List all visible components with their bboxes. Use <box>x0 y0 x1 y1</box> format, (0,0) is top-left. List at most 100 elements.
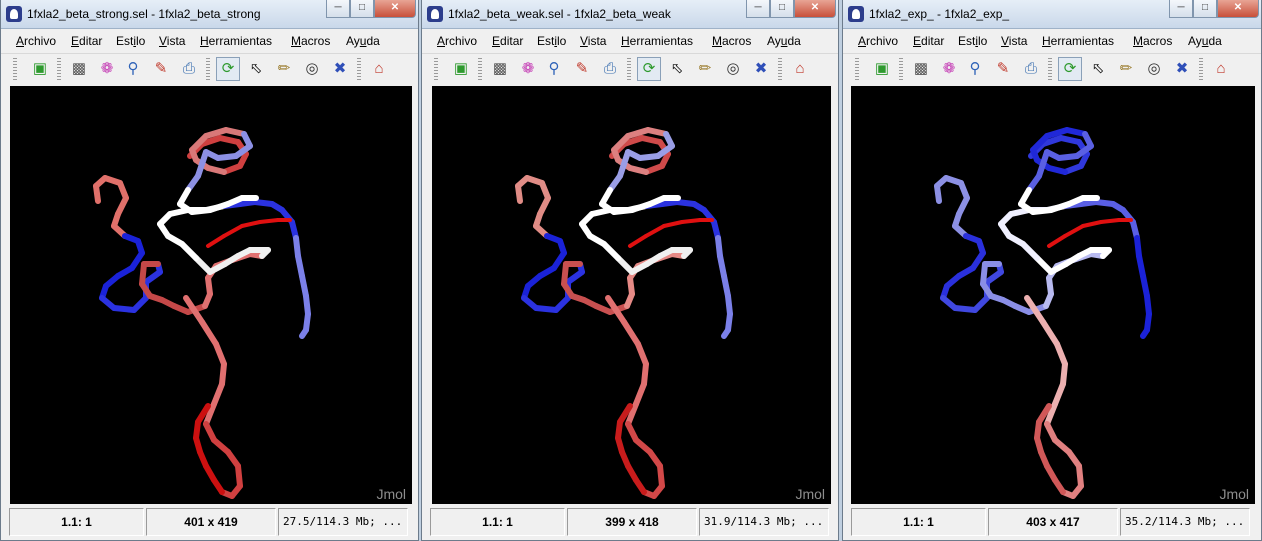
title-bar[interactable]: 1fxla2_exp_ - 1fxla2_exp_ ─ □ ✕ <box>843 0 1261 29</box>
menu-vista[interactable]: Vista <box>1001 34 1027 48</box>
pin-icon[interactable]: ⚲ <box>969 60 981 77</box>
backbone-segment <box>721 327 731 339</box>
close-button[interactable]: ✕ <box>374 0 416 18</box>
minimize-button[interactable]: ─ <box>1169 0 1193 18</box>
zoom-icon[interactable]: ◎ <box>726 60 740 77</box>
jmol-app-icon <box>848 6 864 22</box>
minimize-button[interactable]: ─ <box>746 0 770 18</box>
select-icon[interactable]: ⬁ <box>249 60 263 77</box>
backbone-segment <box>199 319 219 347</box>
menu-archivo[interactable]: Archivo <box>16 34 56 48</box>
close-button[interactable]: ✕ <box>794 0 836 18</box>
home-icon[interactable]: ⌂ <box>374 60 384 77</box>
menu-vista[interactable]: Vista <box>580 34 606 48</box>
edit-icon[interactable]: ✎ <box>575 60 589 77</box>
menu-estilo[interactable]: Estilo <box>116 34 145 48</box>
backbone-segment <box>617 403 633 425</box>
maximize-button[interactable]: □ <box>1193 0 1217 18</box>
menu-herramientas-mnemonic: H <box>1042 34 1051 48</box>
menu-archivo[interactable]: Archivo <box>437 34 477 48</box>
title-bar[interactable]: 1fxla2_beta_weak.sel - 1fxla2_beta_weak … <box>422 0 838 29</box>
menu-herramientas[interactable]: Herramientas <box>200 34 272 48</box>
menu-ayuda-post: da <box>366 34 380 48</box>
maximize-button[interactable]: □ <box>350 0 374 18</box>
menu-archivo[interactable]: Archivo <box>858 34 898 48</box>
open-icon[interactable]: ▣ <box>32 60 48 77</box>
menu-editar[interactable]: Editar <box>913 34 944 48</box>
backbone-segment <box>1030 133 1050 153</box>
close-button[interactable]: ✕ <box>1217 0 1259 18</box>
backbone-segment <box>1064 127 1088 137</box>
backbone-segment <box>715 235 723 259</box>
ruler-icon[interactable]: ✏ <box>698 60 712 77</box>
menu-macros[interactable]: Macros <box>291 34 330 48</box>
pin-icon[interactable]: ⚲ <box>548 60 560 77</box>
molecule-canvas[interactable]: Jmol <box>10 86 412 504</box>
print-icon[interactable]: ⎙ <box>182 60 195 77</box>
menu-herramientas-mnemonic: H <box>621 34 630 48</box>
print-icon[interactable]: ⎙ <box>1024 60 1037 77</box>
menu-bar: Archivo Editar Estilo Vista Herramientas… <box>843 30 1261 52</box>
edit-icon[interactable]: ✎ <box>154 60 168 77</box>
menu-editar-mnemonic: E <box>492 34 501 48</box>
measure-icon[interactable]: ✖ <box>1175 60 1189 77</box>
measure-icon[interactable]: ✖ <box>754 60 768 77</box>
edit-icon[interactable]: ✎ <box>996 60 1010 77</box>
color-wheel-icon[interactable]: ❁ <box>521 60 535 77</box>
select-icon[interactable]: ⬁ <box>1091 60 1105 77</box>
home-icon[interactable]: ⌂ <box>795 60 805 77</box>
camera-icon[interactable]: ▩ <box>913 60 929 77</box>
backbone-segment <box>1099 218 1121 224</box>
open-icon[interactable]: ▣ <box>874 60 890 77</box>
menu-ayuda-mnemonic: u <box>1201 34 1209 48</box>
menu-vista[interactable]: Vista <box>159 34 185 48</box>
backbone-segment <box>644 224 666 238</box>
measure-icon[interactable]: ✖ <box>333 60 347 77</box>
menu-editar[interactable]: Editar <box>71 34 102 48</box>
menu-vista-mnemonic: V <box>159 34 167 48</box>
minimize-button[interactable]: ─ <box>326 0 350 18</box>
zoom-icon[interactable]: ◎ <box>305 60 319 77</box>
menu-herramientas[interactable]: Herramientas <box>1042 34 1114 48</box>
menu-estilo-pre: Est <box>958 34 976 48</box>
select-icon[interactable]: ⬁ <box>670 60 684 77</box>
color-wheel-icon[interactable]: ❁ <box>942 60 956 77</box>
zoom-icon[interactable]: ◎ <box>1147 60 1161 77</box>
molecule-canvas[interactable]: Jmol <box>432 86 831 504</box>
menu-macros[interactable]: Macros <box>712 34 751 48</box>
molecule-canvas[interactable]: Jmol <box>851 86 1255 504</box>
ruler-icon[interactable]: ✏ <box>277 60 291 77</box>
backbone-segment <box>633 437 653 455</box>
menu-herramientas[interactable]: Herramientas <box>621 34 693 48</box>
menu-ayuda[interactable]: Ayuda <box>767 34 801 48</box>
rotate-icon[interactable]: ⟳ <box>637 57 661 81</box>
open-icon[interactable]: ▣ <box>453 60 469 77</box>
menu-editar[interactable]: Editar <box>492 34 523 48</box>
print-icon[interactable]: ⎙ <box>603 60 616 77</box>
camera-icon[interactable]: ▩ <box>492 60 508 77</box>
maximize-button[interactable]: □ <box>770 0 794 18</box>
home-icon[interactable]: ⌂ <box>1216 60 1226 77</box>
ruler-icon[interactable]: ✏ <box>1119 60 1133 77</box>
menu-ayuda[interactable]: Ayuda <box>346 34 380 48</box>
menu-estilo-post: lo <box>136 34 146 48</box>
pin-icon[interactable]: ⚲ <box>127 60 139 77</box>
backbone-segment <box>207 201 231 213</box>
backbone-segment <box>628 234 648 248</box>
menu-editar-post: ditar <box>921 34 945 48</box>
jmol-watermark: Jmol <box>376 486 406 502</box>
camera-icon[interactable]: ▩ <box>71 60 87 77</box>
menu-archivo-mnemonic: A <box>16 34 25 48</box>
menu-macros[interactable]: Macros <box>1133 34 1172 48</box>
status-size: 399 x 418 <box>567 508 697 536</box>
rotate-icon[interactable]: ⟳ <box>1058 57 1082 81</box>
menu-estilo[interactable]: Estilo <box>958 34 987 48</box>
menu-ayuda[interactable]: Ayuda <box>1188 34 1222 48</box>
rotate-icon[interactable]: ⟳ <box>216 57 240 81</box>
menu-estilo[interactable]: Estilo <box>537 34 566 48</box>
backbone-segment <box>1020 241 1040 261</box>
color-wheel-icon[interactable]: ❁ <box>100 60 114 77</box>
title-bar[interactable]: 1fxla2_beta_strong.sel - 1fxla2_beta_str… <box>1 0 418 29</box>
jmol-window-strong: 1fxla2_beta_strong.sel - 1fxla2_beta_str… <box>0 0 419 541</box>
backbone-segment <box>1144 293 1152 317</box>
